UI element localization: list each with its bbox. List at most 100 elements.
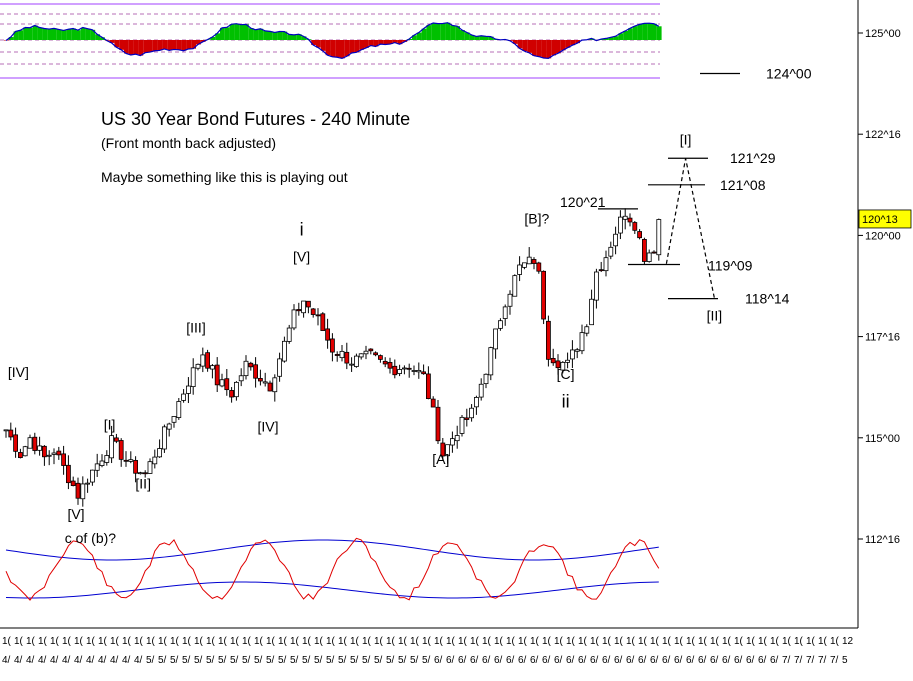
candle-body <box>392 365 398 376</box>
candle <box>152 449 158 469</box>
candle <box>257 369 263 386</box>
histogram-bar <box>143 40 148 53</box>
histogram-bar <box>359 40 364 50</box>
date-tick-label: 6/ <box>686 655 695 666</box>
candle <box>449 431 455 453</box>
histogram-bar <box>157 40 163 51</box>
candle-body <box>536 262 542 272</box>
candle-body <box>99 460 105 466</box>
candle-body <box>209 365 215 370</box>
candle <box>195 363 201 371</box>
date-tick-label: 1( <box>470 636 480 647</box>
candle <box>17 448 23 459</box>
candle <box>219 373 225 388</box>
candle-body <box>526 256 532 265</box>
date-tick-label: 5 <box>842 655 848 666</box>
candle-body <box>387 362 393 369</box>
candle-body <box>253 364 259 379</box>
candle-body <box>445 444 451 457</box>
date-tick-label: 1( <box>254 636 264 647</box>
candle-body <box>416 369 422 373</box>
candle <box>622 208 628 230</box>
candle-body <box>229 390 235 398</box>
candle <box>598 261 604 273</box>
candle-body <box>85 482 90 485</box>
histogram-bar <box>253 29 259 40</box>
candle-body <box>190 367 196 388</box>
date-tick-label: 4/ <box>98 655 107 666</box>
candle <box>27 434 33 449</box>
date-tick-label: 6/ <box>710 655 719 666</box>
candle <box>435 399 441 444</box>
candle <box>94 453 100 477</box>
wave-label: [V] <box>293 249 310 265</box>
candle <box>570 340 575 368</box>
candle <box>142 470 148 478</box>
histogram-bar <box>575 40 580 44</box>
date-tick-label: 1( <box>650 636 660 647</box>
candle-body <box>42 445 47 458</box>
histogram-bar <box>18 30 24 40</box>
histogram-bar <box>186 40 192 49</box>
histogram-bar <box>632 26 638 40</box>
histogram-bar <box>455 26 460 40</box>
histogram-bar <box>119 40 124 50</box>
date-tick-label: 1( <box>794 636 804 647</box>
candle-body <box>358 353 364 358</box>
histogram-bar <box>484 36 489 40</box>
date-tick-label: 4/ <box>26 655 35 666</box>
candle-body <box>8 429 14 438</box>
date-tick-label: 5/ <box>230 655 239 666</box>
candle <box>368 348 374 355</box>
wave-label: [IV] <box>8 364 29 380</box>
candle <box>377 354 383 363</box>
candle-body <box>608 246 614 257</box>
date-tick-label: 1( <box>638 636 648 647</box>
candle-body <box>570 349 575 360</box>
candle-body <box>75 482 81 499</box>
candle-body <box>296 309 302 312</box>
candle-body <box>147 461 153 474</box>
candle-body <box>598 269 604 272</box>
candle <box>401 365 407 375</box>
date-tick-label: 6/ <box>542 655 551 666</box>
candle-body <box>421 371 427 375</box>
histogram-bar <box>368 40 374 46</box>
candle <box>80 476 86 507</box>
histogram-bar <box>239 24 244 40</box>
date-tick-label: 6/ <box>518 655 527 666</box>
histogram-bar <box>570 40 576 46</box>
candle <box>421 364 427 375</box>
price-level-label: 118^14 <box>745 291 790 307</box>
histogram-bar <box>392 40 398 43</box>
candle-body <box>142 472 148 475</box>
candle <box>603 250 609 277</box>
date-tick-label: 1( <box>554 636 564 647</box>
date-tick-label: 1( <box>602 636 612 647</box>
candle <box>161 424 167 453</box>
date-tick-label: 1( <box>290 636 300 647</box>
date-tick-label: 1( <box>314 636 324 647</box>
histogram-bar <box>551 40 556 56</box>
candle <box>397 364 403 377</box>
candle-body <box>109 435 114 459</box>
histogram-bar <box>248 28 254 40</box>
wave-label: [V] <box>67 506 84 522</box>
histogram-bar <box>354 40 360 53</box>
candle <box>305 300 311 314</box>
histogram-bar <box>109 40 115 43</box>
date-tick-label: 1( <box>98 636 108 647</box>
candle <box>517 256 522 282</box>
histogram-bar <box>522 40 528 52</box>
candle-body <box>114 437 119 442</box>
histogram-bar <box>47 29 52 40</box>
histogram-bar <box>335 40 340 58</box>
candle-body <box>123 459 129 462</box>
candle-body <box>425 373 431 400</box>
candle-body <box>363 350 369 355</box>
histogram-bar <box>56 29 62 40</box>
candle <box>440 437 446 461</box>
candle <box>584 324 590 337</box>
candle-body <box>517 264 522 275</box>
